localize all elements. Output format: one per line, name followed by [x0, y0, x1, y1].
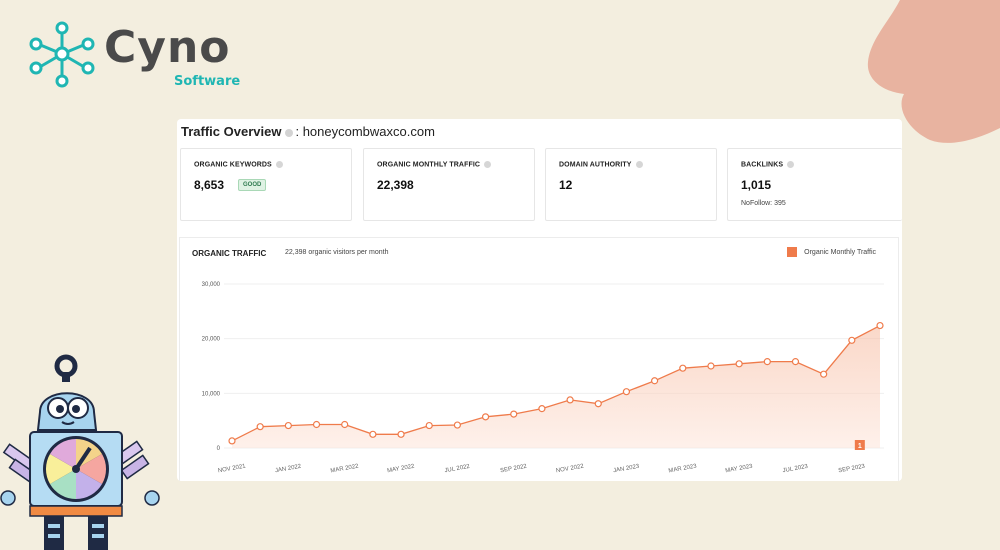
y-tick-label: 10,000	[202, 391, 221, 397]
metric-organic-keywords: ORGANIC KEYWORDS 8,653 GOOD	[180, 148, 352, 221]
traffic-data-point	[284, 421, 292, 430]
chart-legend[interactable]: Organic Monthly Traffic	[787, 247, 876, 257]
metric-label: ORGANIC KEYWORDS	[194, 161, 272, 169]
traffic-data-point	[848, 336, 856, 344]
metric-label: DOMAIN AUTHORITY	[559, 161, 632, 169]
traffic-subtitle: 22,398 organic visitors per month	[285, 249, 389, 256]
y-tick-label: 30,000	[202, 282, 221, 288]
help-icon[interactable]	[275, 161, 283, 168]
traffic-data-point	[679, 364, 687, 372]
x-tick-label: JAN 2023	[613, 464, 641, 475]
traffic-data-point	[876, 321, 884, 330]
brand-logo: Cyno Software	[28, 20, 248, 92]
x-tick-label: NOV 2021	[218, 464, 247, 475]
x-tick-label: JUL 2023	[782, 464, 809, 474]
traffic-area	[232, 325, 880, 448]
x-tick-label: NOV 2022	[556, 464, 585, 475]
traffic-data-point	[594, 400, 602, 408]
traffic-data-point	[651, 377, 659, 385]
x-tick-label: MAR 2023	[668, 463, 698, 474]
traffic-data-point	[538, 405, 546, 413]
legend-swatch	[787, 247, 798, 257]
help-icon[interactable]	[285, 128, 294, 137]
traffic-data-point	[707, 362, 715, 370]
traffic-title: ORGANIC TRAFFIC	[192, 249, 267, 258]
traffic-data-point	[369, 430, 377, 438]
status-badge: GOOD	[238, 179, 267, 191]
traffic-data-point	[397, 430, 405, 438]
help-icon[interactable]	[484, 161, 492, 168]
brand-tagline: Software	[174, 74, 241, 89]
traffic-data-point	[763, 358, 771, 366]
organic-traffic-chart: 0 10,000 20,000 30,000 NOV 2021 JAN 2022 MAR 2…	[202, 282, 884, 475]
traffic-data-point	[425, 421, 433, 430]
x-tick-label: MAY 2023	[725, 464, 754, 475]
x-tick-label: SEP 2023	[838, 464, 866, 475]
metric-domain-authority: DOMAIN AUTHORITY 12	[545, 148, 717, 221]
overview-title: Traffic Overview	[181, 124, 282, 139]
x-tick-label: JAN 2022	[275, 464, 303, 475]
annotation-marker-label: 1	[858, 443, 862, 450]
traffic-data-point	[481, 413, 490, 421]
metric-value: 1,015	[741, 178, 772, 192]
traffic-data-point	[735, 360, 743, 368]
network-nodes-icon	[29, 21, 95, 88]
traffic-data-point	[312, 420, 321, 429]
brand-name: Cyno	[104, 22, 231, 73]
traffic-data-point	[566, 396, 574, 404]
metric-label: ORGANIC MONTHLY TRAFFIC	[377, 161, 481, 169]
help-icon[interactable]	[635, 161, 643, 168]
x-tick-label: MAR 2022	[330, 463, 360, 474]
traffic-data-point	[622, 388, 631, 396]
traffic-data-point	[256, 423, 264, 431]
traffic-series-line	[231, 325, 881, 442]
traffic-data-point	[341, 420, 349, 429]
traffic-data-point	[453, 421, 461, 429]
metric-backlinks: BACKLINKS 1,015 NoFollow: 395	[727, 148, 902, 221]
y-tick-label: 20,000	[202, 337, 221, 343]
traffic-data-point	[228, 437, 236, 445]
metric-organic-monthly-traffic: ORGANIC MONTHLY TRAFFIC 22,398	[363, 148, 535, 221]
overview-separator: :	[295, 124, 300, 139]
x-tick-label: MAY 2022	[387, 464, 416, 475]
y-tick-label: 0	[217, 446, 221, 452]
organic-traffic-panel: 0 10,000 20,000 30,000 NOV 2021 JAN 2022 MAR 2…	[179, 237, 899, 481]
x-tick-label: JUL 2022	[444, 464, 471, 474]
traffic-data-point	[510, 410, 518, 418]
metric-label: BACKLINKS	[741, 161, 784, 169]
overview-domain: honeycombwaxco.com	[302, 124, 435, 139]
traffic-overview-card: Traffic Overview: honeycombwaxco.com ORG…	[177, 119, 902, 481]
help-icon[interactable]	[787, 161, 795, 168]
metric-value: 12	[559, 178, 573, 192]
traffic-data-point	[820, 370, 828, 378]
robot-mascot-illustration	[0, 354, 160, 550]
x-tick-label: SEP 2022	[500, 464, 528, 475]
metric-value: 22,398	[377, 178, 414, 192]
legend-label: Organic Monthly Traffic	[804, 248, 876, 256]
traffic-data-point	[791, 358, 800, 366]
metric-value: 8,653	[194, 178, 225, 192]
annotation-marker	[854, 440, 865, 450]
nofollow-count: NoFollow: 395	[741, 200, 786, 207]
decorative-blob-shape	[867, 0, 1000, 143]
overview-header: Traffic Overview: honeycombwaxco.com	[181, 124, 435, 139]
